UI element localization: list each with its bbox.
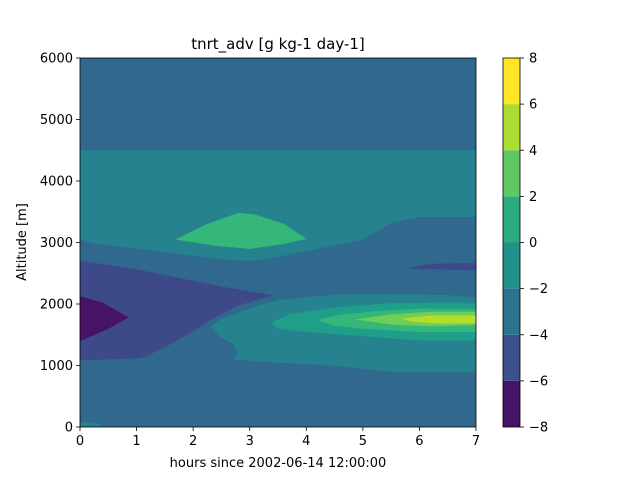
y-tick-label: 4000 bbox=[40, 175, 73, 190]
colorbar-tick-label: −4 bbox=[529, 328, 548, 343]
colorbar-band bbox=[503, 196, 520, 243]
x-tick-label: 1 bbox=[132, 434, 140, 449]
contour-region-7 bbox=[80, 349, 392, 427]
contour-region-5 bbox=[80, 296, 129, 342]
y-axis: 0 1000 2000 3000 4000 5000 6000 bbox=[40, 52, 80, 436]
colorbar-band bbox=[503, 150, 520, 197]
colorbar-tick-label: −8 bbox=[529, 421, 548, 436]
contour-regions bbox=[80, 58, 476, 427]
colorbar-tick-label: 4 bbox=[529, 144, 537, 159]
x-tick-label: 2 bbox=[189, 434, 197, 449]
colorbar-band bbox=[503, 104, 520, 151]
colorbar-tick-label: 2 bbox=[529, 190, 537, 205]
x-tick-label: 4 bbox=[302, 434, 310, 449]
x-axis-label: hours since 2002-06-14 12:00:00 bbox=[170, 456, 387, 471]
colorbar-band bbox=[503, 380, 520, 427]
colorbar-band bbox=[503, 334, 520, 381]
colorbar-band bbox=[503, 242, 520, 289]
colorbar-tick-label: 0 bbox=[529, 236, 537, 251]
contour-region-12 bbox=[402, 315, 476, 324]
colorbar-tick-label: −2 bbox=[529, 282, 548, 297]
contour-region-1 bbox=[80, 150, 476, 262]
x-tick-label: 7 bbox=[472, 434, 480, 449]
y-tick-label: 5000 bbox=[40, 113, 73, 128]
y-tick-label: 1000 bbox=[40, 359, 73, 374]
colorbar-tick-label: 8 bbox=[529, 52, 537, 67]
colorbar: −8 −6 −4 −2 0 2 4 6 8 bbox=[502, 52, 548, 436]
y-tick-label: 3000 bbox=[40, 236, 73, 251]
colorbar-tick-label: 6 bbox=[529, 98, 537, 113]
chart-title: tnrt_adv [g kg-1 day-1] bbox=[191, 35, 365, 54]
x-tick-label: 3 bbox=[246, 434, 254, 449]
colorbar-tick-label: −6 bbox=[529, 374, 548, 389]
y-axis-label: Altitude [m] bbox=[15, 203, 30, 281]
x-tick-label: 5 bbox=[359, 434, 367, 449]
contour-region-13 bbox=[80, 421, 103, 427]
x-tick-label: 6 bbox=[415, 434, 423, 449]
colorbar-band bbox=[503, 58, 520, 105]
y-tick-label: 0 bbox=[65, 421, 73, 436]
contour-region-2 bbox=[175, 212, 307, 249]
contour-region-6 bbox=[408, 263, 476, 271]
y-tick-label: 6000 bbox=[40, 52, 73, 67]
x-tick-label: 0 bbox=[76, 434, 84, 449]
y-tick-label: 2000 bbox=[40, 298, 73, 313]
colorbar-band bbox=[503, 288, 520, 335]
x-axis: 0 1 2 3 4 5 6 7 bbox=[76, 427, 480, 449]
